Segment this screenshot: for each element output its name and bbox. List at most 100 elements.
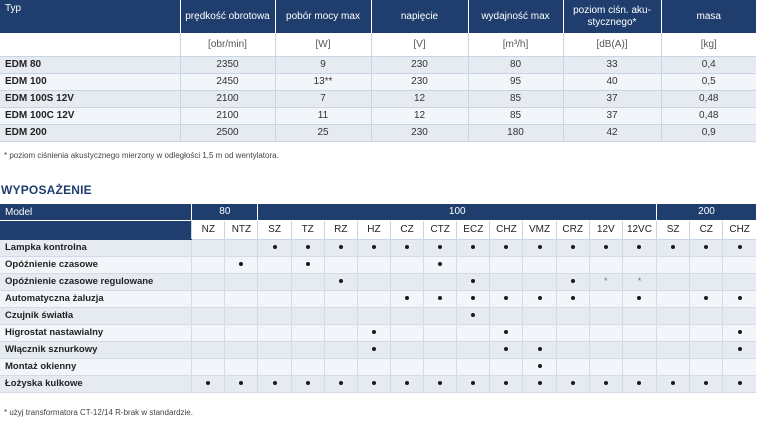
feature-cell xyxy=(555,307,590,325)
group-200-header: 200 xyxy=(656,204,756,221)
feature-cell xyxy=(290,341,325,359)
unit-cell: [V] xyxy=(370,33,468,57)
feature-cell xyxy=(323,341,358,359)
included-dot-icon xyxy=(570,279,575,284)
feature-cell xyxy=(689,290,723,308)
feature-cell xyxy=(656,358,690,376)
variant-header-cell: CHZ xyxy=(489,220,523,240)
feature-cell xyxy=(191,273,225,291)
variant-header-cell: TZ xyxy=(290,220,325,240)
included-dot-icon xyxy=(537,381,542,386)
spec-value-cell: 40 xyxy=(562,73,661,91)
feature-cell xyxy=(423,290,457,308)
feature-cell xyxy=(456,375,490,393)
feature-cell xyxy=(224,239,258,257)
feature-cell xyxy=(389,256,424,274)
feature-cell xyxy=(257,358,292,376)
specs-units-row: [obr/min] [W] [V] [m³/h] [dB(A)] [kg] xyxy=(0,33,756,57)
variant-header-cell: ECZ xyxy=(456,220,490,240)
variant-header-cell: CZ xyxy=(389,220,424,240)
feature-cell xyxy=(323,324,358,342)
unit-cell: [kg] xyxy=(660,33,756,57)
feature-cell xyxy=(588,324,623,342)
included-dot-icon xyxy=(637,296,642,301)
feature-cell xyxy=(389,324,424,342)
included-dot-icon xyxy=(537,245,542,250)
model-name-cell: EDM 100C 12V xyxy=(0,107,180,125)
spec-value-cell: 0,48 xyxy=(660,90,756,108)
feature-cell xyxy=(257,324,292,342)
feature-cell xyxy=(522,273,557,291)
feature-cell xyxy=(722,290,756,308)
feature-cell xyxy=(356,239,391,257)
spec-value-cell: 37 xyxy=(562,107,661,125)
spec-value-cell: 0,4 xyxy=(660,56,756,74)
feature-cell xyxy=(356,341,391,359)
specs-header-mass: masa xyxy=(660,0,756,33)
included-dot-icon xyxy=(338,245,343,250)
feature-cell: * xyxy=(621,273,657,291)
feature-cell xyxy=(290,239,325,257)
included-dot-icon xyxy=(737,330,742,335)
variant-header-cell: HZ xyxy=(356,220,391,240)
specs-footnote: * poziom ciśnienia akustycznego mierzony… xyxy=(4,151,279,160)
feature-cell xyxy=(689,256,723,274)
feature-cell xyxy=(257,341,292,359)
included-dot-icon xyxy=(305,381,310,386)
feature-cell xyxy=(522,239,557,257)
included-dot-icon xyxy=(371,245,376,250)
feature-cell xyxy=(389,375,424,393)
feature-cell xyxy=(191,256,225,274)
spec-value-cell: 37 xyxy=(562,90,661,108)
feature-cell xyxy=(257,239,292,257)
feature-cell xyxy=(656,324,690,342)
feature-cell xyxy=(656,290,690,308)
feature-cell xyxy=(356,290,391,308)
spec-value-cell: 11 xyxy=(274,107,371,125)
included-dot-icon xyxy=(405,381,410,386)
feature-cell xyxy=(191,307,225,325)
included-dot-icon xyxy=(272,245,277,250)
feature-cell xyxy=(224,324,258,342)
feature-cell xyxy=(522,256,557,274)
feature-cell xyxy=(489,273,523,291)
feature-cell: * xyxy=(588,273,623,291)
section-title: WYPOSAŻENIE xyxy=(1,183,92,197)
spec-value-cell: 230 xyxy=(370,124,468,142)
feature-cell xyxy=(356,324,391,342)
included-dot-icon xyxy=(504,296,509,301)
feature-cell xyxy=(555,290,590,308)
included-dot-icon xyxy=(438,262,443,267)
feature-cell xyxy=(356,358,391,376)
unit-cell: [W] xyxy=(274,33,371,57)
feature-cell xyxy=(257,290,292,308)
feature-cell xyxy=(722,256,756,274)
included-dot-icon xyxy=(504,245,509,250)
feature-cell xyxy=(257,375,292,393)
included-dot-icon xyxy=(504,330,509,335)
feature-cell xyxy=(456,273,490,291)
spec-value-cell: 12 xyxy=(370,90,468,108)
feature-cell xyxy=(389,341,424,359)
feature-label: Lampka kontrolna xyxy=(0,239,192,257)
model-name-cell: EDM 100 xyxy=(0,73,180,91)
specs-row: EDM 200 2500 25 230 180 42 0,9 xyxy=(0,124,756,142)
feature-cell xyxy=(456,324,490,342)
feature-row: Opóźnienie czasowe xyxy=(0,256,756,274)
included-dot-icon xyxy=(504,347,509,352)
feature-cell xyxy=(522,290,557,308)
feature-cell xyxy=(224,256,258,274)
included-dot-icon xyxy=(570,381,575,386)
spec-value-cell: 13** xyxy=(274,73,371,91)
feature-cell xyxy=(257,273,292,291)
included-dot-icon xyxy=(405,245,410,250)
included-dot-icon xyxy=(471,279,476,284)
feature-cell xyxy=(356,375,391,393)
features-group-row: Model 80 100 200 xyxy=(0,204,756,221)
features-table: Model 80 100 200 NZ NTZ SZ TZ RZ HZ CZ CTZ ECZ CH… xyxy=(0,204,756,393)
feature-cell xyxy=(356,273,391,291)
feature-cell xyxy=(423,239,457,257)
feature-cell xyxy=(555,324,590,342)
feature-cell xyxy=(621,256,657,274)
group-100-header: 100 xyxy=(257,204,657,221)
